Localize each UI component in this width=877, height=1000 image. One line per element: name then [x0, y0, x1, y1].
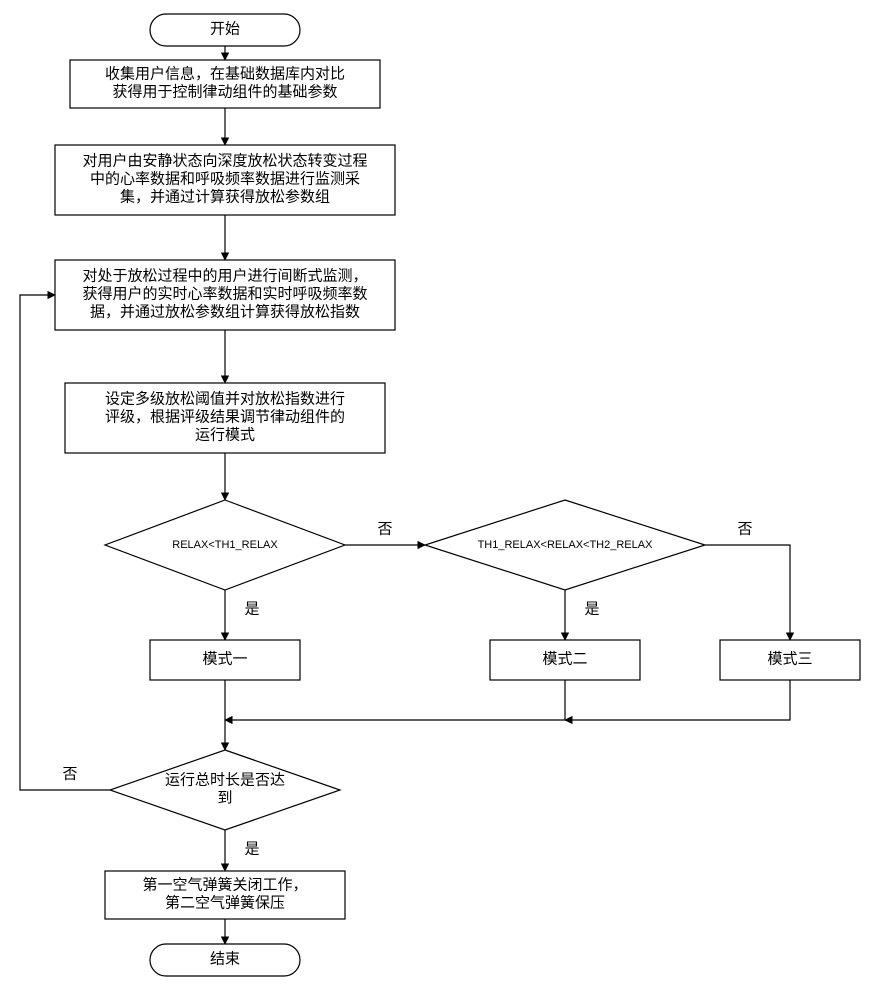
- svg-text:TH1_RELAX<RELAX<TH2_RELAX: TH1_RELAX<RELAX<TH2_RELAX: [478, 539, 654, 551]
- svg-text:到: 到: [217, 789, 232, 806]
- svg-text:RELAX<TH1_RELAX: RELAX<TH1_RELAX: [172, 539, 278, 551]
- svg-text:运行总时长是否达: 运行总时长是否达: [165, 771, 285, 788]
- svg-text:运行模式: 运行模式: [195, 426, 255, 443]
- svg-text:对用户由安静状态向深度放松状态转变过程: 对用户由安静状态向深度放松状态转变过程: [82, 152, 367, 169]
- svg-text:中的心率数据和呼吸频率数据进行监测采: 中的心率数据和呼吸频率数据进行监测采: [90, 170, 360, 187]
- svg-text:评级，根据评级结果调节律动组件的: 评级，根据评级结果调节律动组件的: [105, 408, 345, 425]
- svg-text:否: 否: [62, 766, 77, 782]
- svg-text:是: 是: [584, 601, 599, 617]
- svg-text:对处于放松过程中的用户进行间断式监测，: 对处于放松过程中的用户进行间断式监测，: [82, 267, 367, 284]
- svg-text:是: 是: [244, 841, 259, 857]
- svg-text:开始: 开始: [210, 20, 240, 37]
- svg-text:集，并通过计算获得放松参数组: 集，并通过计算获得放松参数组: [120, 187, 330, 205]
- svg-text:是: 是: [244, 601, 259, 617]
- svg-text:设定多级放松阈值并对放松指数进行: 设定多级放松阈值并对放松指数进行: [105, 390, 345, 407]
- svg-text:否: 否: [737, 521, 752, 537]
- svg-text:模式二: 模式二: [542, 650, 587, 667]
- svg-text:获得用于控制律动组件的基础参数: 获得用于控制律动组件的基础参数: [112, 83, 337, 100]
- svg-text:模式一: 模式一: [202, 650, 247, 667]
- svg-text:结束: 结束: [210, 950, 240, 967]
- svg-text:第二空气弹簧保压: 第二空气弹簧保压: [165, 893, 285, 911]
- svg-text:模式三: 模式三: [767, 650, 812, 667]
- svg-text:否: 否: [377, 521, 392, 537]
- svg-text:获得用户的实时心率数据和实时呼吸频率数: 获得用户的实时心率数据和实时呼吸频率数: [82, 285, 367, 302]
- svg-text:收集用户信息，在基础数据库内对比: 收集用户信息，在基础数据库内对比: [105, 65, 345, 82]
- svg-text:第一空气弹簧关闭工作，: 第一空气弹簧关闭工作，: [142, 875, 307, 893]
- svg-text:据，并通过放松参数组计算获得放松指数: 据，并通过放松参数组计算获得放松指数: [90, 302, 360, 320]
